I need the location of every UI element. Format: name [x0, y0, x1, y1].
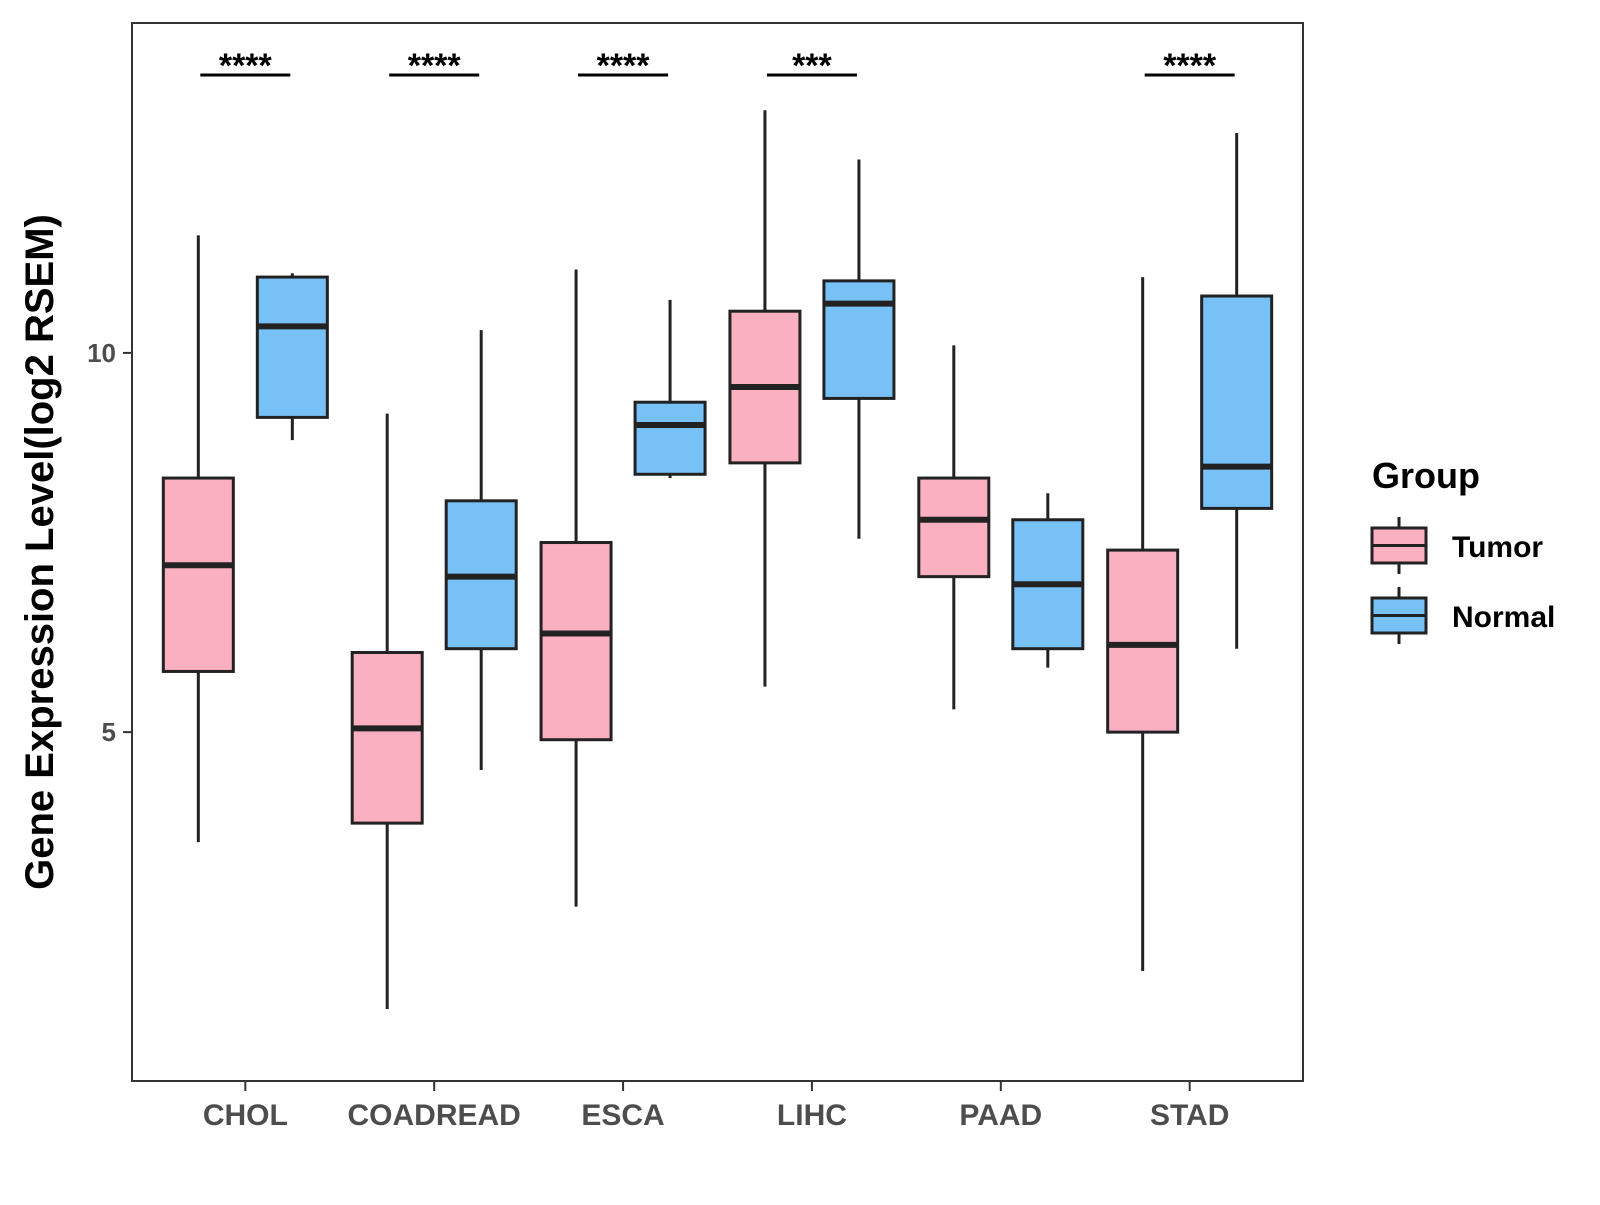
- box-body-tumor-paad: [917, 476, 991, 579]
- box-tumor-coadread: [350, 413, 424, 1009]
- significance-label-chol: ****: [219, 47, 273, 85]
- significance-label-lihc: ***: [792, 47, 832, 85]
- box-normal-paad: [1011, 493, 1085, 668]
- plot-area: **** **** **** *** ****: [161, 47, 1274, 1009]
- box-normal-coadread: [444, 330, 518, 771]
- significance-label-esca: ****: [597, 47, 651, 85]
- x-tick-label-chol: CHOL: [203, 1099, 288, 1132]
- box-body-normal-lihc: [822, 279, 896, 400]
- box-tumor-esca: [539, 269, 613, 907]
- legend-label-tumor: Tumor: [1452, 531, 1543, 564]
- box-normal-stad: [1200, 132, 1274, 649]
- box-body-normal-stad: [1200, 294, 1274, 510]
- x-tick-label-paad: PAAD: [959, 1099, 1042, 1132]
- legend-title: Group: [1372, 455, 1480, 496]
- significance-label-coadread: ****: [408, 47, 462, 85]
- box-tumor-stad: [1106, 277, 1180, 972]
- box-body-normal-chol: [255, 275, 329, 419]
- box-body-normal-esca: [633, 400, 707, 476]
- x-tick-label-esca: ESCA: [581, 1099, 664, 1132]
- y-axis-title: Gene Expression Level(log2 RSEM): [18, 214, 62, 890]
- box-normal-lihc: [822, 159, 896, 539]
- x-tick-label-stad: STAD: [1150, 1099, 1229, 1132]
- legend-item-tumor: Tumor: [1370, 517, 1543, 574]
- y-tick-label-10: 10: [87, 338, 116, 368]
- y-tick-label-5: 5: [102, 717, 116, 747]
- box-body-tumor-chol: [161, 476, 235, 673]
- box-normal-chol: [255, 273, 329, 441]
- box-body-tumor-coadread: [350, 650, 424, 825]
- x-tick-label-lihc: LIHC: [777, 1099, 847, 1132]
- significance-label-stad: ****: [1163, 47, 1217, 85]
- box-tumor-lihc: [728, 110, 802, 687]
- box-body-tumor-stad: [1106, 548, 1180, 734]
- box-body-tumor-esca: [539, 541, 613, 742]
- legend-label-normal: Normal: [1452, 601, 1555, 634]
- axes: 5 10 CHOL COADREAD ESCA LIHC PAAD STAD: [87, 338, 1229, 1132]
- panel-border: [131, 22, 1304, 1082]
- x-tick-label-coadread: COADREAD: [348, 1099, 521, 1132]
- box-tumor-chol: [161, 235, 235, 843]
- legend-item-normal: Normal: [1370, 587, 1555, 644]
- box-tumor-paad: [917, 345, 991, 710]
- legend: Group Tumor Normal: [1370, 455, 1555, 644]
- box-normal-esca: [633, 299, 707, 479]
